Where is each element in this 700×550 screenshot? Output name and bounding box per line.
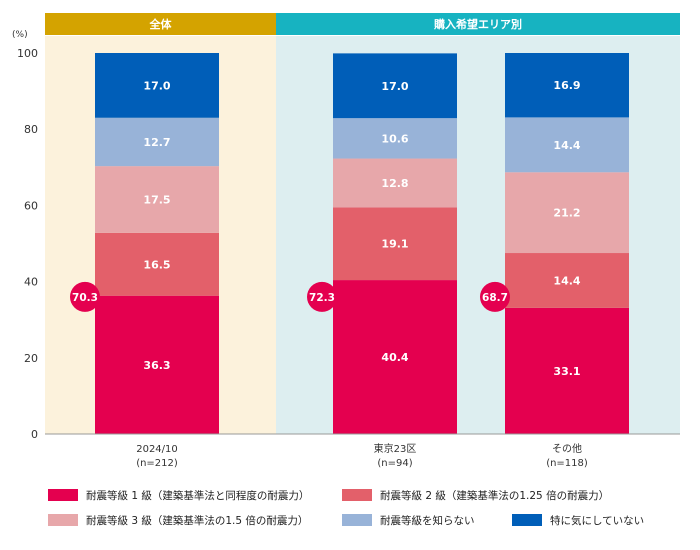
legend-item: 耐震等級 1 級（建築基準法と同程度の耐震力） <box>48 486 309 504</box>
bar-segment <box>95 295 219 434</box>
x-axis-labels: 2024/10 (n=212) 東京23区 (n=94) その他 (n=118) <box>136 442 588 469</box>
legend-item: 耐震等級 2 級（建築基準法の1.25 倍の耐震力） <box>342 486 609 504</box>
bar-value-label: 12.8 <box>381 177 408 190</box>
y-axis: 0 20 40 60 80 100 <box>17 47 38 441</box>
legend-swatch <box>48 489 78 501</box>
bar-value-label: 17.0 <box>143 79 170 92</box>
bar-segment <box>505 253 629 308</box>
legend-swatch <box>342 489 372 501</box>
bar-value-label: 36.3 <box>143 359 170 372</box>
legend-swatch <box>48 514 78 526</box>
total-badge-label: 68.7 <box>482 292 508 304</box>
bar-segment <box>505 117 629 173</box>
bar-segment <box>333 280 457 434</box>
x-tick-sublabel: (n=118) <box>546 458 588 469</box>
bar-segment <box>95 117 219 167</box>
total-badge-label: 72.3 <box>309 292 335 304</box>
bar-segment <box>505 172 629 254</box>
total-badge-label: 70.3 <box>72 292 98 304</box>
bar-value-label: 14.4 <box>553 139 580 152</box>
y-tick-label-20: 20 <box>24 352 38 365</box>
bar-segment <box>333 118 457 159</box>
legend: 耐震等級 1 級（建築基準法と同程度の耐震力） 耐震等級 2 級（建築基準法の1.… <box>0 480 700 540</box>
total-badges: 70.3 72.3 68.7 <box>70 281 510 312</box>
legend-swatch <box>512 514 542 526</box>
bar-value-label: 17.0 <box>381 80 408 93</box>
legend-label: 耐震等級を知らない <box>380 514 475 527</box>
y-tick-label-60: 60 <box>24 199 38 212</box>
bar-segment <box>505 307 629 434</box>
bar-value-label: 17.5 <box>143 193 170 206</box>
legend-item: 特に気にしていない <box>512 511 644 529</box>
group-header-area <box>276 13 680 35</box>
bar-value-label: 40.4 <box>381 351 408 364</box>
legend-label: 耐震等級 3 級（建築基準法の1.5 倍の耐震力） <box>86 514 309 527</box>
y-tick-label-80: 80 <box>24 123 38 136</box>
y-tick-label-40: 40 <box>24 276 38 289</box>
x-tick-sublabel: (n=94) <box>377 458 412 469</box>
x-tick-label: 2024/10 <box>136 444 178 455</box>
legend-label: 耐震等級 1 級（建築基準法と同程度の耐震力） <box>86 489 310 502</box>
group-header-area-label: 購入希望エリア別 <box>433 17 522 31</box>
x-tick-label: その他 <box>552 442 582 455</box>
y-tick-label-100: 100 <box>17 47 38 60</box>
bar-segment <box>333 158 457 208</box>
x-tick-label: 東京23区 <box>374 442 417 455</box>
total-badge-circle <box>70 281 100 312</box>
bar-value-label: 14.4 <box>553 274 580 287</box>
bar-segment <box>95 232 219 296</box>
bar-segment <box>95 166 219 233</box>
legend-item: 耐震等級 3 級（建築基準法の1.5 倍の耐震力） <box>48 511 308 529</box>
group-header-overall-label: 全体 <box>149 17 173 31</box>
legend-label: 特に気にしていない <box>550 514 645 527</box>
bar-value-label: 33.1 <box>553 365 580 378</box>
group-header-overall <box>45 13 276 35</box>
bar-value-label: 16.5 <box>143 258 170 271</box>
bars-layer: 36.3 16.5 17.5 12.7 17.0 40.4 19.1 12.8 10.6 17.0… <box>95 53 629 434</box>
bar-segment <box>505 53 629 118</box>
y-axis-unit-label: (%) <box>12 30 28 40</box>
total-badge-circle <box>480 281 510 312</box>
bar-value-label: 19.1 <box>381 238 408 251</box>
y-tick-label-0: 0 <box>31 428 38 441</box>
bar-value-label: 21.2 <box>553 207 580 220</box>
legend-item: 耐震等級を知らない <box>342 511 475 529</box>
legend-label: 耐震等級 2 級（建築基準法の1.25 倍の耐震力） <box>380 489 610 502</box>
legend-swatch <box>342 514 372 526</box>
bar-value-label: 12.7 <box>143 136 170 149</box>
bar-segment <box>333 53 457 119</box>
total-badge-circle <box>307 281 337 312</box>
bar-value-label: 10.6 <box>381 132 408 145</box>
bar-value-label: 16.9 <box>553 79 580 92</box>
x-tick-sublabel: (n=212) <box>136 458 178 469</box>
bar-segment <box>333 207 457 281</box>
bar-segment <box>95 53 219 118</box>
